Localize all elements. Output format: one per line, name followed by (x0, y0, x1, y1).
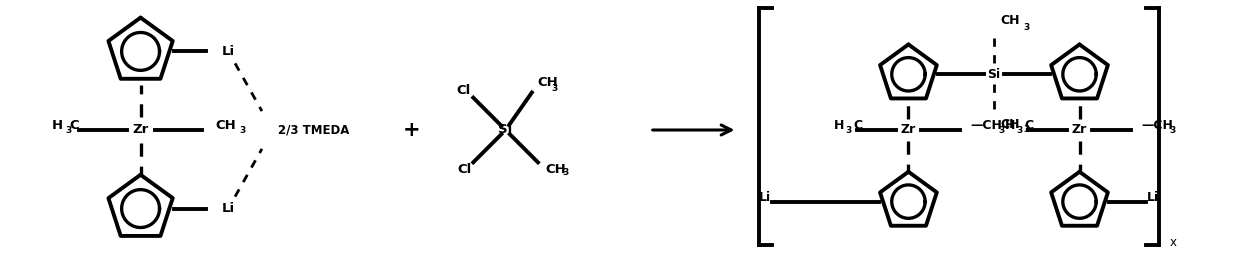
Text: C: C (854, 119, 862, 132)
Text: H: H (52, 119, 63, 132)
Text: Zr: Zr (901, 124, 916, 136)
Text: Zr: Zr (133, 124, 149, 136)
Text: 3: 3 (846, 126, 852, 135)
Text: Li: Li (760, 191, 771, 204)
Text: 3: 3 (239, 126, 245, 135)
Text: Cl: Cl (457, 163, 472, 176)
Text: Si: Si (498, 124, 513, 136)
Text: Li: Li (222, 202, 234, 215)
Text: CH: CH (545, 163, 566, 176)
Text: x: x (1170, 236, 1177, 249)
Text: CH: CH (216, 119, 235, 132)
Text: C: C (69, 119, 79, 132)
Text: Cl: Cl (456, 84, 471, 97)
Text: Zr: Zr (1072, 124, 1087, 136)
Text: 3: 3 (551, 84, 558, 93)
Text: 3: 3 (1170, 126, 1176, 135)
Text: 3: 3 (997, 126, 1005, 135)
Text: 3: 3 (64, 126, 71, 135)
Text: —CH: —CH (1141, 119, 1173, 132)
Text: CH: CH (1000, 14, 1020, 27)
Text: +: + (403, 120, 420, 140)
Text: 3: 3 (1017, 126, 1023, 135)
Text: Li: Li (222, 45, 234, 58)
Text: Si: Si (987, 68, 1001, 81)
Text: 3: 3 (1023, 125, 1030, 134)
Text: CH: CH (538, 76, 559, 89)
Text: CH: CH (1000, 118, 1020, 131)
Text: 3: 3 (561, 168, 569, 177)
Text: Li: Li (1147, 191, 1160, 204)
Text: H: H (834, 119, 844, 132)
Text: H: H (1005, 119, 1015, 132)
Text: C: C (1025, 119, 1033, 132)
Text: 2/3 TMEDA: 2/3 TMEDA (278, 124, 349, 136)
Text: —CH: —CH (970, 119, 1002, 132)
Text: 3: 3 (1023, 23, 1030, 32)
